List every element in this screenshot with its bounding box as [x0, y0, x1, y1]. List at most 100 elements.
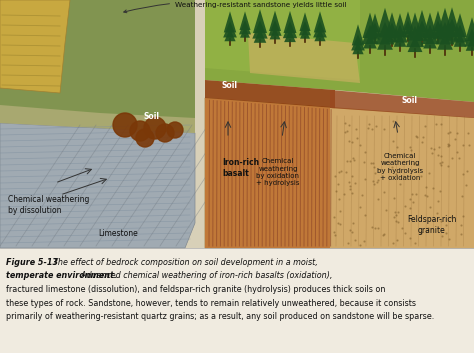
- Polygon shape: [423, 34, 437, 48]
- Text: Chemical weathering
by dissolution: Chemical weathering by dissolution: [8, 195, 90, 215]
- Circle shape: [130, 121, 150, 141]
- Polygon shape: [393, 13, 407, 37]
- Polygon shape: [386, 30, 398, 42]
- Text: Feldspar-rich
granite: Feldspar-rich granite: [407, 215, 456, 235]
- Text: these types of rock. Sandstone, however, tends to remain relatively unweathered,: these types of rock. Sandstone, however,…: [6, 299, 416, 307]
- Polygon shape: [205, 98, 474, 248]
- Polygon shape: [0, 0, 195, 133]
- FancyBboxPatch shape: [0, 248, 474, 353]
- FancyBboxPatch shape: [205, 0, 474, 53]
- Text: Iron-rich
basalt: Iron-rich basalt: [222, 158, 259, 178]
- Polygon shape: [433, 28, 443, 40]
- Polygon shape: [240, 27, 250, 38]
- Text: Limestone: Limestone: [98, 228, 138, 238]
- Polygon shape: [465, 28, 474, 47]
- Polygon shape: [300, 12, 310, 31]
- Polygon shape: [402, 20, 414, 34]
- Polygon shape: [446, 27, 458, 41]
- Polygon shape: [351, 34, 365, 50]
- Polygon shape: [352, 42, 364, 54]
- Polygon shape: [0, 0, 70, 93]
- FancyBboxPatch shape: [0, 0, 474, 248]
- Polygon shape: [299, 21, 311, 35]
- Polygon shape: [252, 20, 268, 38]
- Text: The effect of bedrock composition on soil development in a moist,: The effect of bedrock composition on soi…: [48, 258, 318, 267]
- Text: Weathering-resistant sandstone yields little soil: Weathering-resistant sandstone yields li…: [124, 2, 346, 13]
- Polygon shape: [0, 0, 195, 118]
- Polygon shape: [270, 28, 281, 40]
- Polygon shape: [377, 32, 393, 50]
- Polygon shape: [224, 11, 236, 32]
- Polygon shape: [392, 24, 408, 43]
- Polygon shape: [436, 8, 454, 37]
- Polygon shape: [375, 22, 395, 44]
- Text: fractured limestone (dissolution), and feldspar-rich granite (hydrolysis) produc: fractured limestone (dissolution), and f…: [6, 285, 385, 294]
- Polygon shape: [416, 28, 428, 41]
- Polygon shape: [370, 29, 380, 40]
- Polygon shape: [314, 11, 326, 32]
- Polygon shape: [283, 11, 297, 33]
- Text: Advanced chemical weathering of iron-rich basalts (oxidation),: Advanced chemical weathering of iron-ric…: [76, 271, 332, 281]
- Polygon shape: [284, 29, 296, 42]
- Circle shape: [144, 117, 166, 139]
- Text: Chemical
weathering
by oxidation
+ hydrolysis: Chemical weathering by oxidation + hydro…: [256, 158, 300, 186]
- Polygon shape: [224, 29, 236, 41]
- Polygon shape: [407, 12, 423, 41]
- Polygon shape: [406, 26, 424, 47]
- Polygon shape: [376, 8, 394, 37]
- Polygon shape: [415, 20, 429, 37]
- Polygon shape: [369, 22, 381, 36]
- Polygon shape: [330, 90, 474, 118]
- Polygon shape: [239, 11, 250, 30]
- Polygon shape: [239, 20, 251, 34]
- Polygon shape: [385, 22, 399, 38]
- Circle shape: [113, 113, 137, 137]
- Polygon shape: [223, 21, 237, 37]
- Polygon shape: [408, 36, 422, 52]
- Polygon shape: [402, 11, 413, 30]
- Polygon shape: [453, 13, 467, 37]
- Polygon shape: [422, 24, 438, 44]
- Polygon shape: [205, 0, 360, 80]
- Polygon shape: [386, 12, 398, 34]
- Polygon shape: [403, 27, 413, 38]
- Polygon shape: [313, 21, 327, 37]
- Polygon shape: [268, 20, 282, 36]
- Text: temperate environment.: temperate environment.: [6, 271, 117, 281]
- Polygon shape: [422, 12, 438, 38]
- Polygon shape: [352, 24, 364, 46]
- Circle shape: [167, 122, 183, 138]
- Polygon shape: [445, 7, 459, 31]
- Polygon shape: [253, 9, 267, 33]
- Polygon shape: [370, 13, 381, 32]
- Polygon shape: [248, 33, 360, 83]
- Text: Figure 5-13: Figure 5-13: [6, 258, 58, 267]
- Text: Soil: Soil: [222, 81, 238, 90]
- Polygon shape: [452, 24, 468, 43]
- Polygon shape: [432, 11, 444, 31]
- Polygon shape: [362, 24, 378, 44]
- Polygon shape: [416, 10, 428, 32]
- Polygon shape: [436, 22, 455, 44]
- Circle shape: [136, 129, 154, 147]
- Polygon shape: [205, 80, 335, 108]
- Polygon shape: [283, 21, 297, 38]
- Polygon shape: [465, 17, 474, 41]
- Polygon shape: [363, 34, 377, 48]
- Polygon shape: [0, 123, 195, 248]
- Text: Chemical
weathering
by hydrolysis
+ oxidation: Chemical weathering by hydrolysis + oxid…: [377, 153, 423, 181]
- Circle shape: [156, 124, 174, 142]
- Polygon shape: [454, 33, 466, 47]
- Polygon shape: [431, 20, 445, 36]
- Polygon shape: [269, 11, 281, 31]
- Polygon shape: [314, 29, 326, 41]
- Polygon shape: [205, 0, 474, 102]
- Polygon shape: [205, 98, 335, 248]
- Polygon shape: [465, 37, 474, 51]
- Polygon shape: [363, 12, 377, 38]
- Text: Soil: Soil: [402, 96, 418, 105]
- Polygon shape: [300, 28, 310, 39]
- Polygon shape: [444, 18, 460, 37]
- Text: Soil: Soil: [144, 112, 160, 121]
- Text: primarily of weathering-resistant quartz grains; as a result, any soil produced : primarily of weathering-resistant quartz…: [6, 312, 434, 321]
